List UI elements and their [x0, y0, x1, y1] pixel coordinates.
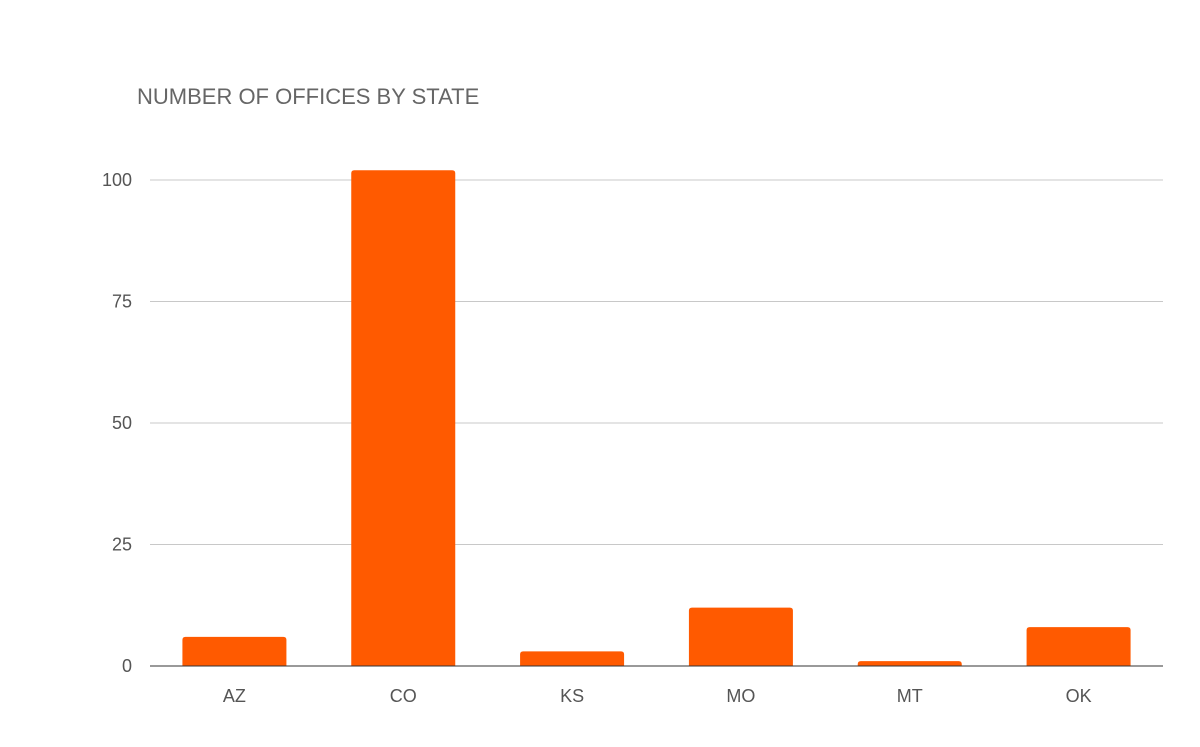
y-tick-label-25: 25 [112, 535, 132, 555]
bar-ok [1026, 627, 1131, 666]
x-tick-label-ks: KS [560, 686, 584, 706]
bar-ks [520, 651, 625, 666]
bar-mo [688, 607, 793, 666]
bar-az [182, 636, 287, 666]
bars [150, 170, 1163, 667]
x-tick-label-mo: MO [726, 686, 755, 706]
bar-co [351, 170, 456, 666]
x-tick-label-az: AZ [223, 686, 246, 706]
x-tick-label-co: CO [390, 686, 417, 706]
x-tick-label-mt: MT [897, 686, 923, 706]
chart-title: NUMBER OF OFFICES BY STATE [137, 84, 479, 109]
y-axis-ticks: 0 25 50 75 100 [102, 170, 132, 676]
x-axis-ticks: AZ CO KS MO MT OK [223, 686, 1092, 706]
y-tick-label-75: 75 [112, 292, 132, 312]
y-tick-label-50: 50 [112, 413, 132, 433]
y-tick-label-0: 0 [122, 656, 132, 676]
gridlines [150, 179, 1163, 545]
x-tick-label-ok: OK [1066, 686, 1092, 706]
y-tick-label-100: 100 [102, 170, 132, 190]
bar-mt [857, 661, 962, 666]
